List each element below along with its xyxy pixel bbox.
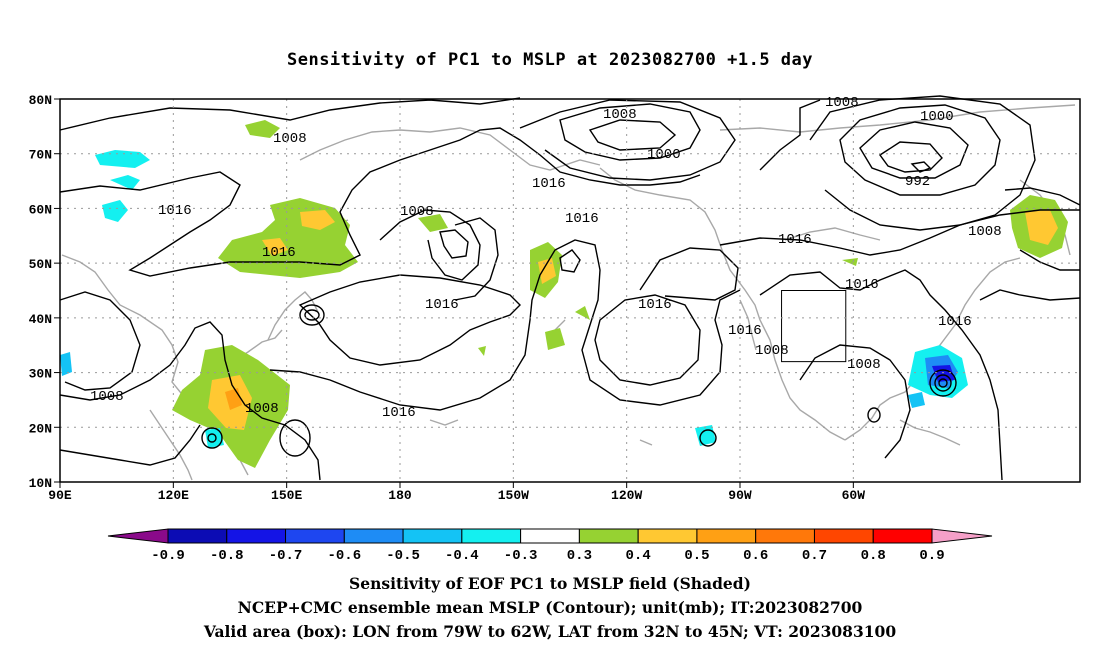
lon-tick-label: 90E — [48, 488, 72, 503]
contour-label: 1008 — [245, 401, 279, 417]
contour-label: 1016 — [938, 314, 972, 330]
colorbar-tick-label: 0.7 — [802, 548, 827, 564]
colorbar-tick-label: 0.3 — [567, 548, 592, 564]
lon-tick-label: 180 — [388, 488, 412, 503]
colorbar-segment — [520, 528, 580, 544]
contour-label: 1016 — [262, 245, 296, 261]
contour-label: 1008 — [90, 389, 124, 405]
contour-label: 1016 — [425, 297, 459, 313]
lon-tick-label: 60W — [842, 488, 866, 503]
lon-tick-label: 150E — [271, 488, 302, 503]
lat-tick-label: 20N — [29, 421, 52, 436]
colorbar-tick-label: -0.8 — [210, 548, 244, 564]
colorbar-segment — [578, 528, 639, 544]
contour-label: 1016 — [565, 211, 599, 227]
contour-label: 1008 — [273, 131, 307, 147]
contour-label: 1008 — [603, 107, 637, 123]
caption-line-2: NCEP+CMC ensemble mean MSLP (Contour); u… — [237, 598, 863, 617]
colorbar-tick-label: -0.5 — [386, 548, 420, 564]
valid-area-box — [781, 290, 847, 363]
lat-tick-label: 40N — [29, 312, 52, 327]
colorbar-tick-label: 0.6 — [743, 548, 768, 564]
lat-tick-label: 30N — [29, 367, 52, 382]
map-frame — [59, 98, 1081, 483]
colorbar-segment — [285, 528, 345, 544]
colorbar-tick-label: -0.3 — [504, 548, 538, 564]
colorbar-segment — [637, 528, 698, 544]
contour-label: 1000 — [647, 147, 681, 163]
colorbar-tick-label: 0.5 — [684, 548, 709, 564]
contour-label: 1008 — [968, 224, 1002, 240]
contour-label: 1016 — [532, 176, 566, 192]
chart-title: Sensitivity of PC1 to MSLP at 2023082700… — [286, 50, 813, 70]
lon-tick-label: 150W — [498, 488, 529, 503]
colorbar-tick-label: 0.9 — [919, 548, 944, 564]
contour-label: 1000 — [920, 109, 954, 125]
lat-tick-label: 70N — [29, 148, 52, 163]
lat-tick-label: 10N — [29, 476, 52, 491]
caption-line-1: Sensitivity of EOF PC1 to MSLP field (Sh… — [349, 574, 751, 593]
contour-label: 992 — [905, 174, 930, 190]
lat-tick-label: 60N — [29, 202, 52, 217]
contour-label: 1016 — [638, 297, 672, 313]
contour-label: 1008 — [825, 95, 859, 111]
contour-label: 1016 — [845, 277, 879, 293]
contour-label: 1008 — [755, 343, 789, 359]
contour-labels: 1008 1008 1016 1016 1008 1016 1016 1016 … — [90, 95, 1002, 421]
colorbar-tick-label: -0.7 — [269, 548, 303, 564]
colorbar-tick-label: 0.4 — [626, 548, 651, 564]
colorbar-tick-label: -0.9 — [151, 548, 185, 564]
colorbar-segment — [696, 528, 757, 544]
lon-tick-label: 120W — [611, 488, 642, 503]
colorbar-segment — [755, 528, 815, 544]
colorbar-segment — [872, 528, 933, 544]
colorbar-segment — [813, 528, 874, 544]
colorbar-high-arrow — [931, 528, 993, 544]
gridlines — [54, 98, 1080, 488]
contour-label: 1016 — [158, 203, 192, 219]
colorbar-segment — [343, 528, 404, 544]
contour-label: 1016 — [382, 405, 416, 421]
lon-tick-label: 120E — [158, 488, 189, 503]
colorbar-low-arrow — [107, 528, 169, 544]
contour-label: 1016 — [728, 323, 762, 339]
sensitivity-shading — [60, 120, 1068, 468]
contour-label: 1008 — [847, 357, 881, 373]
colorbar-segment — [461, 528, 522, 544]
lat-tick-label: 80N — [29, 93, 52, 108]
colorbar-tick-label: 0.8 — [861, 548, 886, 564]
contour-label: 1008 — [400, 204, 434, 220]
colorbar: -0.9 -0.8 -0.7 -0.6 -0.5 -0.4 -0.3 0.3 0.4 0.5 0.6… — [107, 528, 993, 564]
colorbar-segment — [167, 528, 228, 544]
colorbar-tick-label: -0.6 — [328, 548, 362, 564]
contour-label: 1016 — [778, 232, 812, 248]
colorbar-segment — [402, 528, 463, 544]
colorbar-tick-label: -0.4 — [445, 548, 479, 564]
caption-line-3: Valid area (box): LON from 79W to 62W, L… — [203, 622, 897, 641]
colorbar-segment — [226, 528, 287, 544]
lat-tick-label: 50N — [29, 257, 52, 272]
lon-tick-label: 90W — [728, 488, 752, 503]
